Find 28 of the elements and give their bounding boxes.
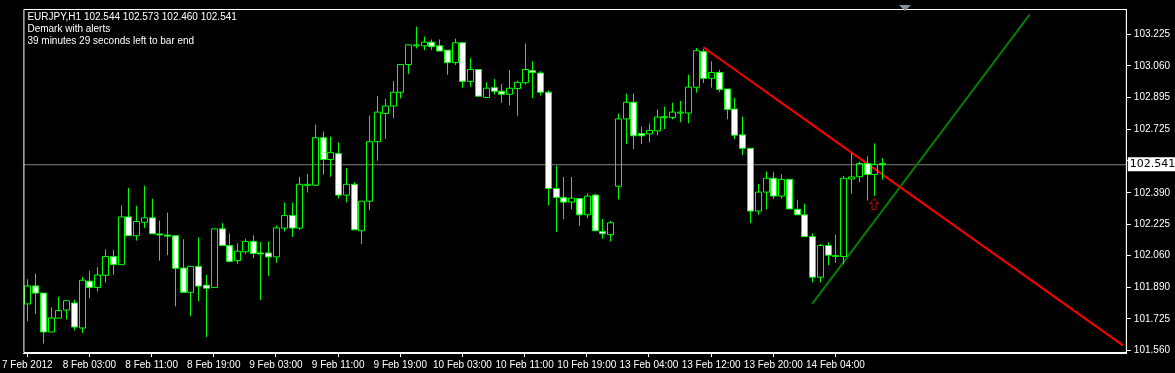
y-tick-label: 102.225 <box>1133 217 1171 229</box>
annotation: 39 minutes 29 seconds left to bar end <box>27 35 195 47</box>
ref-line-label: 102.541 <box>1129 157 1175 171</box>
x-tick-label: 8 Feb 03:00 <box>62 358 117 370</box>
x-tick-label: 9 Feb 11:00 <box>311 358 365 370</box>
x-tick-label: 10 Feb 03:00 <box>432 358 493 370</box>
x-tick-label: 7 Feb 2012 <box>2 358 54 370</box>
y-tick-label: 102.725 <box>1133 123 1171 135</box>
y-tick-label: 101.560 <box>1133 343 1171 355</box>
x-tick-label: 10 Feb 19:00 <box>557 358 617 370</box>
x-tick-label: 13 Feb 20:00 <box>743 358 804 370</box>
x-tick-label: 9 Feb 19:00 <box>373 358 428 370</box>
text: Demark with alerts <box>27 23 111 35</box>
x-tick-label: 10 Feb 11:00 <box>495 358 555 370</box>
y-tick-label: 102.895 <box>1133 90 1171 102</box>
x-tick-label: 9 Feb 03:00 <box>249 358 304 370</box>
y-tick-label: 102.390 <box>1133 186 1171 198</box>
y-tick-label: 103.225 <box>1133 28 1171 40</box>
x-tick-label: 8 Feb 19:00 <box>187 358 241 370</box>
x-tick-label: 13 Feb 12:00 <box>681 358 742 370</box>
x-tick-label: 8 Feb 11:00 <box>125 358 179 370</box>
y-tick-label: 101.890 <box>1133 281 1171 293</box>
x-tick-label: 14 Feb 04:00 <box>805 358 866 370</box>
x-tick-label: 13 Feb 04:00 <box>619 358 679 370</box>
chart-title: EURJPY,H1 102.544 102.573 102.460 102.541 <box>27 11 237 23</box>
y-tick-label: 101.725 <box>1133 312 1171 324</box>
y-tick-label: 103.060 <box>1133 59 1171 71</box>
y-tick-label: 102.060 <box>1133 249 1171 261</box>
